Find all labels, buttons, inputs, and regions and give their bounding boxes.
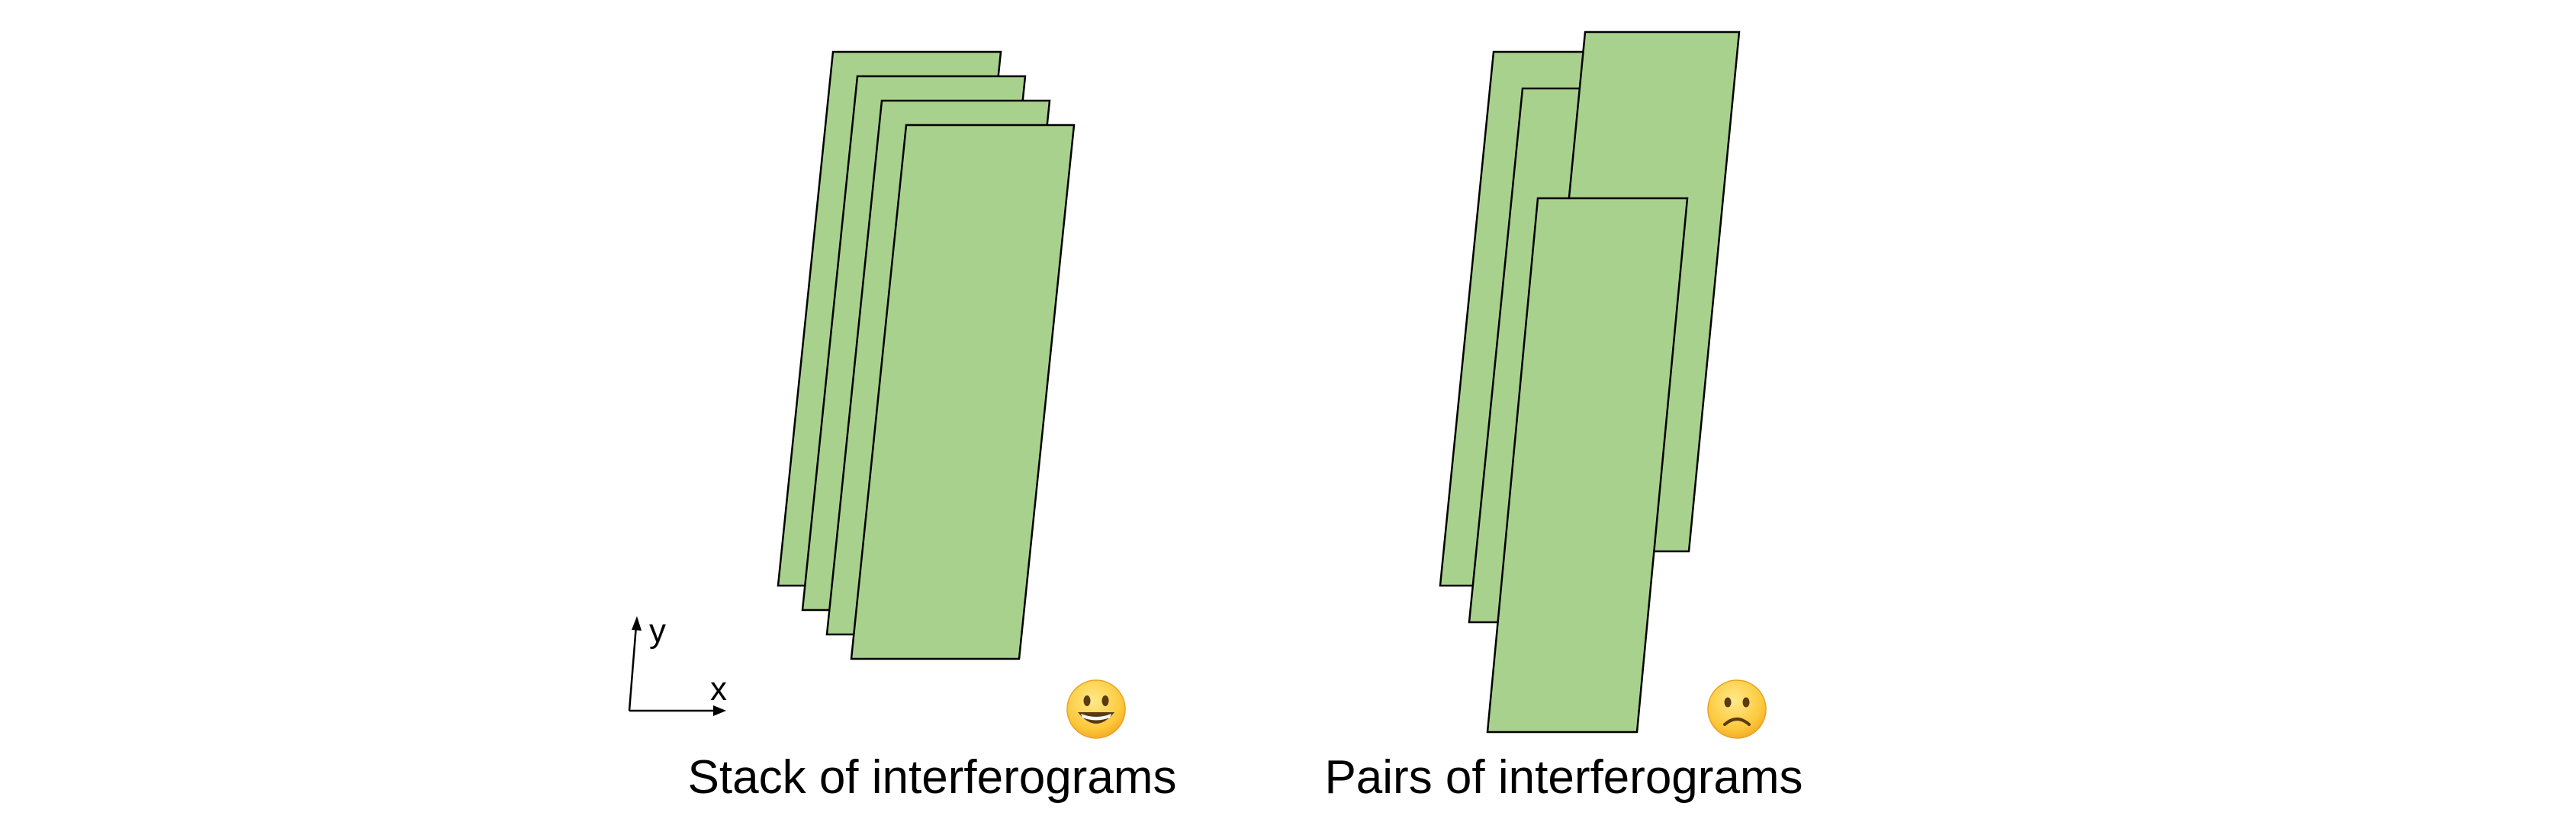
pairs-panel: Pairs of interferograms [1324,31,1803,804]
smiling-face-icon [1066,679,1126,739]
pairs-caption: Pairs of interferograms [1324,751,1803,804]
pairs-strip-4 [1486,197,1689,734]
x-axis-arrowhead [713,705,726,716]
stack-panel: Stack of interferograms [688,50,1177,804]
x-axis-label: x [710,670,727,708]
stack-caption: Stack of interferograms [688,751,1177,804]
axis-indicator: y x [628,612,727,716]
stack-strip-4 [850,124,1076,660]
y-axis-line [628,625,638,711]
y-axis-label: y [649,612,666,650]
y-axis-arrowhead [632,616,642,631]
frowning-face-icon [1707,679,1767,739]
